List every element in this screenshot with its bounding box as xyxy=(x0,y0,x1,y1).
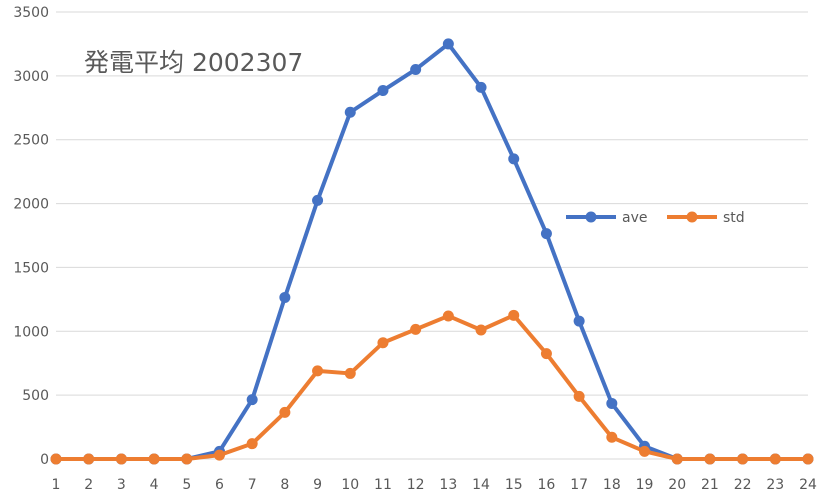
y-tick-label: 0 xyxy=(40,452,49,468)
data-point-std xyxy=(671,453,683,465)
y-tick-label: 2500 xyxy=(13,133,49,149)
y-axis-ticks: 0 500 1000 1500 2000 2500 3000 3500 xyxy=(13,5,49,468)
x-tick-label: 23 xyxy=(766,477,784,493)
x-tick-label: 14 xyxy=(472,477,490,493)
legend-item-std: std xyxy=(667,210,745,226)
data-point-std xyxy=(50,453,62,465)
data-point-std xyxy=(442,310,454,322)
data-point-std xyxy=(410,323,422,335)
legend-label: ave xyxy=(622,210,647,226)
data-point-ave xyxy=(573,315,585,327)
data-point-ave xyxy=(475,81,487,93)
data-point-ave xyxy=(279,291,291,303)
x-axis-ticks: 1 2 3 4 5 6 7 8 9 10 11 12 13 14 15 16 17 18 19 20 21 22 23 24 xyxy=(52,477,817,493)
data-point-std xyxy=(279,406,291,418)
data-point-std xyxy=(377,337,389,349)
data-point-std xyxy=(540,348,552,360)
data-point-ave xyxy=(508,153,520,165)
data-point-std xyxy=(148,453,160,465)
y-tick-label: 2000 xyxy=(13,197,49,213)
data-point-ave xyxy=(442,38,454,50)
data-point-std xyxy=(344,367,356,379)
x-tick-label: 20 xyxy=(668,477,686,493)
series-std xyxy=(50,309,814,465)
data-point-std xyxy=(737,453,749,465)
y-tick-label: 1000 xyxy=(13,324,49,340)
x-tick-label: 7 xyxy=(248,477,257,493)
legend-label: std xyxy=(723,210,745,226)
data-point-std xyxy=(312,365,324,377)
data-point-std xyxy=(115,453,127,465)
x-tick-label: 15 xyxy=(505,477,523,493)
legend-swatch-marker xyxy=(686,211,698,223)
x-tick-label: 12 xyxy=(407,477,425,493)
x-tick-label: 2 xyxy=(84,477,93,493)
x-tick-label: 16 xyxy=(538,477,556,493)
x-tick-label: 10 xyxy=(341,477,359,493)
data-point-ave xyxy=(312,194,324,206)
x-tick-label: 1 xyxy=(52,477,61,493)
data-point-ave xyxy=(540,228,552,240)
x-tick-label: 3 xyxy=(117,477,126,493)
data-point-std xyxy=(704,453,716,465)
data-point-std xyxy=(639,445,651,457)
x-tick-label: 13 xyxy=(439,477,457,493)
data-point-ave xyxy=(606,397,618,409)
x-tick-label: 17 xyxy=(570,477,588,493)
x-tick-label: 24 xyxy=(799,477,817,493)
series-line-std xyxy=(54,313,810,461)
x-tick-label: 19 xyxy=(636,477,654,493)
x-tick-label: 6 xyxy=(215,477,224,493)
data-point-std xyxy=(769,453,781,465)
legend: ave std xyxy=(566,210,745,226)
chart-title: 発電平均 2002307 xyxy=(84,48,303,77)
data-point-std xyxy=(573,390,585,402)
series-line-ave xyxy=(54,41,810,461)
series-ave xyxy=(50,38,814,465)
x-tick-label: 21 xyxy=(701,477,719,493)
data-point-std xyxy=(246,438,258,450)
data-point-ave xyxy=(410,63,422,75)
data-point-std xyxy=(508,309,520,321)
x-tick-label: 8 xyxy=(280,477,289,493)
x-tick-label: 11 xyxy=(374,477,392,493)
gridlines xyxy=(56,11,808,460)
y-tick-label: 3000 xyxy=(13,69,49,85)
data-point-std xyxy=(802,453,814,465)
data-point-std xyxy=(181,453,193,465)
y-tick-label: 500 xyxy=(22,388,49,404)
y-tick-label: 3500 xyxy=(13,5,49,21)
data-point-std xyxy=(213,449,225,461)
x-tick-label: 5 xyxy=(182,477,191,493)
x-tick-label: 18 xyxy=(603,477,621,493)
x-tick-label: 4 xyxy=(150,477,159,493)
legend-swatch-marker xyxy=(585,211,597,223)
data-point-ave xyxy=(246,394,258,406)
series-lines xyxy=(50,38,814,465)
data-point-ave xyxy=(344,106,356,118)
legend-item-ave: ave xyxy=(566,210,647,226)
data-point-std xyxy=(83,453,95,465)
x-tick-label: 9 xyxy=(313,477,322,493)
x-tick-label: 22 xyxy=(734,477,752,493)
data-point-std xyxy=(606,431,618,443)
data-point-ave xyxy=(377,85,389,97)
y-tick-label: 1500 xyxy=(13,260,49,276)
data-point-std xyxy=(475,324,487,336)
